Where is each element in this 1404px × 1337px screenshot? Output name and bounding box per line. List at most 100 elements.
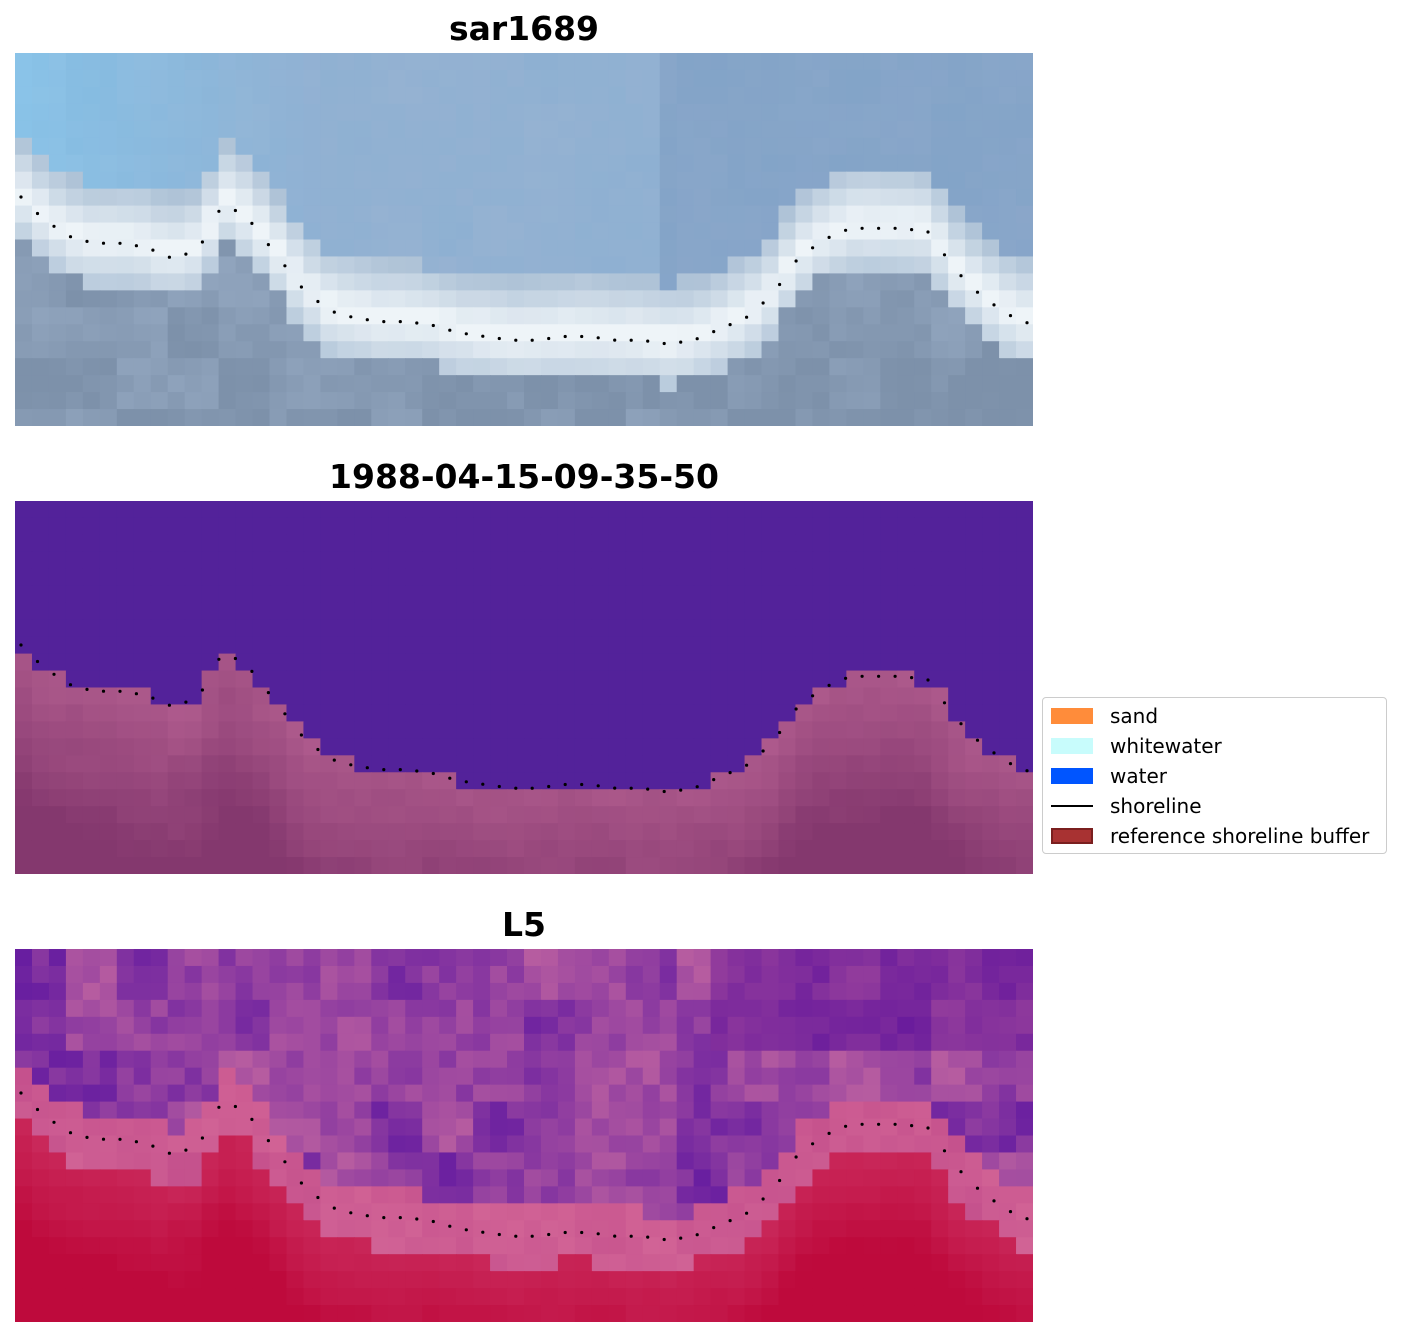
pixel-cell bbox=[252, 501, 271, 519]
pixel-cell bbox=[507, 154, 525, 173]
pixel-cell bbox=[863, 789, 881, 807]
pixel-cell bbox=[557, 636, 576, 655]
pixel-cell bbox=[201, 120, 220, 139]
pixel-cell bbox=[286, 1152, 305, 1170]
pixel-cell bbox=[846, 1186, 864, 1204]
pixel-cell bbox=[863, 687, 881, 706]
pixel-cell bbox=[99, 1050, 118, 1069]
pixel-cell bbox=[727, 341, 746, 359]
pixel-cell bbox=[82, 392, 101, 410]
pixel-cell bbox=[812, 1271, 830, 1289]
pixel-cell bbox=[201, 1084, 220, 1103]
pixel-cell bbox=[405, 392, 423, 410]
pixel-cell bbox=[965, 1016, 983, 1035]
pixel-cell bbox=[65, 1203, 84, 1221]
pixel-cell bbox=[625, 307, 644, 325]
pixel-cell bbox=[99, 806, 118, 824]
pixel-cell bbox=[252, 103, 271, 122]
pixel-cell bbox=[540, 1169, 559, 1187]
pixel-cell bbox=[371, 823, 389, 841]
pixel-cell bbox=[846, 1135, 864, 1154]
pixel-cell bbox=[863, 670, 881, 689]
pixel-cell bbox=[625, 585, 644, 604]
pixel-cell bbox=[371, 324, 389, 342]
pixel-cell bbox=[659, 1050, 678, 1069]
shoreline-point bbox=[761, 1197, 765, 1201]
pixel-cell bbox=[133, 965, 152, 984]
pixel-cell bbox=[490, 653, 508, 672]
pixel-cell bbox=[235, 239, 254, 258]
pixel-cell bbox=[48, 188, 67, 207]
pixel-cell bbox=[99, 721, 118, 739]
pixel-cell bbox=[659, 1084, 678, 1103]
pixel-cell bbox=[150, 1135, 169, 1154]
pixel-cell bbox=[507, 86, 525, 105]
pixel-cell bbox=[608, 840, 627, 858]
pixel-cell bbox=[931, 324, 949, 342]
pixel-cell bbox=[439, 1067, 457, 1086]
pixel-cell bbox=[948, 551, 966, 570]
pixel-cell bbox=[965, 965, 983, 984]
pixel-cell bbox=[642, 86, 661, 105]
pixel-cell bbox=[948, 341, 966, 359]
pixel-cell bbox=[354, 1084, 372, 1103]
pixel-cell bbox=[557, 171, 576, 190]
pixel-cell bbox=[31, 823, 50, 841]
shoreline-point bbox=[563, 334, 567, 339]
pixel-cell bbox=[371, 1067, 389, 1086]
pixel-cell bbox=[744, 1118, 763, 1137]
pixel-cell bbox=[507, 273, 525, 291]
legend-label-reference-buffer: reference shoreline buffer bbox=[1110, 824, 1370, 848]
pixel-cell bbox=[914, 171, 932, 190]
pixel-cell bbox=[914, 534, 932, 553]
pixel-cell bbox=[235, 1237, 254, 1255]
pixel-cell bbox=[405, 1169, 423, 1187]
pixel-cell bbox=[490, 999, 508, 1018]
pixel-cell bbox=[286, 534, 305, 553]
pixel-cell bbox=[167, 1135, 186, 1154]
pixel-cell bbox=[235, 1186, 254, 1204]
pixel-cell bbox=[490, 171, 508, 190]
pixel-cell bbox=[574, 307, 593, 325]
legend-label-whitewater: whitewater bbox=[1110, 734, 1222, 758]
pixel-cell bbox=[574, 290, 593, 308]
pixel-cell bbox=[439, 670, 457, 689]
pixel-cell bbox=[252, 636, 271, 655]
pixel-cell bbox=[82, 1050, 101, 1069]
pixel-cell bbox=[15, 188, 33, 207]
pixel-cell bbox=[948, 205, 966, 224]
pixel-cell bbox=[473, 375, 491, 393]
pixel-cell bbox=[846, 86, 864, 105]
pixel-cell bbox=[693, 1033, 712, 1052]
pixel-cell bbox=[320, 789, 338, 807]
pixel-cell bbox=[897, 636, 915, 655]
pixel-cell bbox=[252, 1016, 271, 1035]
pixel-cell bbox=[710, 103, 729, 122]
pixel-cell bbox=[659, 86, 678, 105]
pixel-cell bbox=[320, 1152, 338, 1170]
pixel-cell bbox=[948, 772, 966, 790]
pixel-cell bbox=[574, 670, 593, 689]
pixel-cell bbox=[693, 755, 712, 773]
pixel-cell bbox=[608, 1067, 627, 1086]
pixel-cell bbox=[574, 949, 593, 967]
pixel-cell bbox=[948, 239, 966, 258]
pixel-cell bbox=[710, 1203, 729, 1221]
pixel-cell bbox=[982, 772, 1000, 790]
pixel-cell bbox=[948, 53, 966, 71]
pixel-cell bbox=[625, 1169, 644, 1187]
pixel-cell bbox=[642, 375, 661, 393]
pixel-cell bbox=[557, 239, 576, 258]
pixel-cell bbox=[473, 222, 491, 241]
pixel-cell bbox=[625, 1033, 644, 1052]
pixel-cell bbox=[778, 602, 797, 621]
pixel-cell bbox=[795, 1305, 814, 1322]
pixel-cell bbox=[15, 585, 33, 604]
pixel-cell bbox=[982, 1084, 1000, 1103]
pixel-cell bbox=[184, 273, 203, 291]
pixel-cell bbox=[608, 1135, 627, 1154]
pixel-cell bbox=[812, 1186, 830, 1204]
pixel-cell bbox=[439, 789, 457, 807]
pixel-cell bbox=[490, 949, 508, 967]
pixel-cell bbox=[48, 1288, 67, 1306]
